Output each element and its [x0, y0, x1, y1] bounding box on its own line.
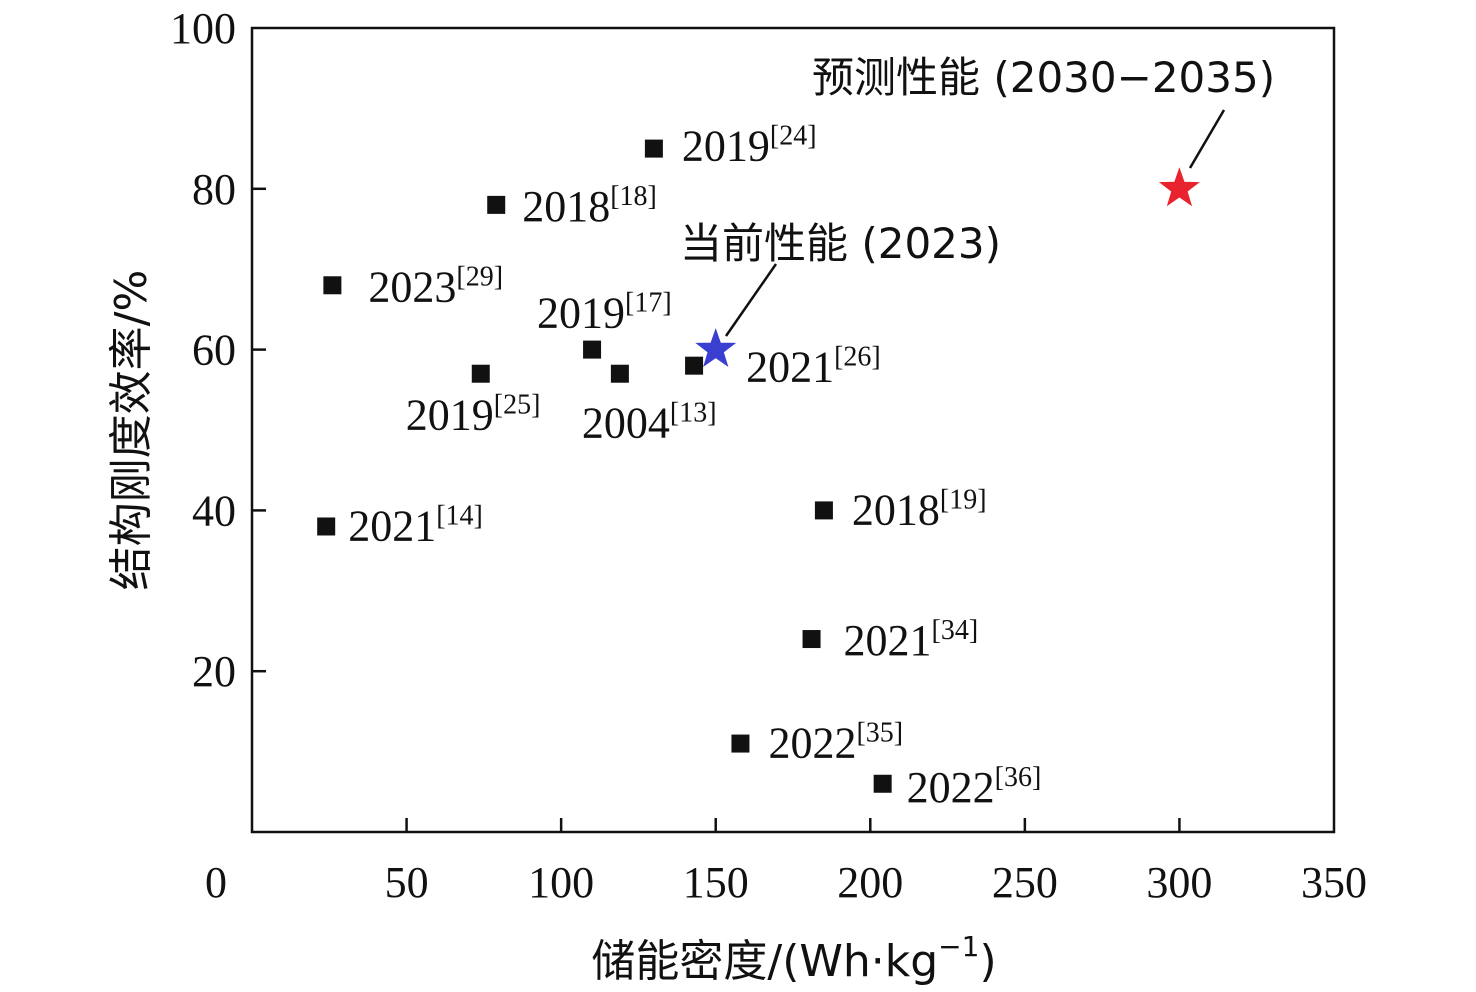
data-point-label: 2019[17] — [537, 288, 672, 338]
point-year: 2021 — [746, 343, 834, 392]
data-point-label: 2022[35] — [768, 718, 903, 768]
point-reference: [25] — [494, 390, 541, 421]
x-axis-label-end: ) — [979, 936, 996, 987]
y-tick-label: 40 — [192, 486, 236, 535]
point-year: 2018 — [522, 182, 610, 231]
point-year: 2018 — [852, 485, 940, 534]
highlight-star-marker — [695, 328, 737, 368]
y-tick-label: 20 — [192, 647, 236, 696]
x-axis-label: 储能密度/(Wh·kg−1) — [591, 930, 996, 987]
data-point-label: 2018[18] — [522, 181, 657, 231]
point-reference: [19] — [940, 484, 987, 515]
x-tick-label: 0 — [205, 858, 227, 907]
y-tick-label: 60 — [192, 326, 236, 375]
data-point — [471, 364, 490, 383]
point-year: 2022 — [768, 719, 856, 768]
point-reference: [17] — [625, 288, 672, 319]
data-point-label: 2018[19] — [852, 484, 987, 534]
data-point-label: 2021[34] — [844, 615, 979, 665]
y-tick-label: 80 — [192, 165, 236, 214]
x-axis-label-superscript: −1 — [938, 930, 979, 963]
point-reference: [24] — [770, 121, 817, 152]
point-reference: [14] — [436, 500, 483, 531]
data-point — [487, 195, 506, 214]
data-point — [317, 517, 336, 536]
data-point — [731, 734, 750, 753]
data-point — [873, 774, 892, 793]
point-reference: [36] — [995, 762, 1042, 793]
point-year: 2019 — [682, 122, 770, 171]
axes-layer: 0 50 100 150 200 250 300 350 20 40 60 80 100 — [170, 4, 1367, 907]
y-axis-label: 结构刚度效率/% — [106, 270, 157, 591]
y-tick-label: 100 — [170, 4, 236, 53]
x-tick-label: 150 — [683, 858, 749, 907]
annotation-leader-line — [1188, 109, 1226, 169]
point-year: 2004 — [582, 399, 670, 448]
x-tick-label: 200 — [837, 858, 903, 907]
data-point — [814, 501, 833, 520]
data-point — [583, 340, 602, 359]
points-layer: 2019[24]2018[18]2023[29]2019[17]2019[25]… — [317, 121, 1041, 812]
x-tick-label: 100 — [528, 858, 594, 907]
point-reference: [34] — [932, 615, 979, 646]
point-reference: [18] — [610, 181, 657, 212]
data-point-label: 2021[14] — [348, 500, 483, 550]
highlight-label: 预测性能 (2030−2035) — [812, 53, 1275, 102]
point-year: 2019 — [537, 289, 625, 338]
data-point-label: 2004[13] — [582, 398, 717, 448]
point-year: 2021 — [348, 501, 436, 550]
data-point — [685, 356, 704, 375]
point-year: 2022 — [907, 763, 995, 812]
point-reference: [26] — [834, 342, 881, 373]
data-point — [323, 276, 342, 295]
point-year: 2019 — [406, 391, 494, 440]
point-year: 2021 — [844, 616, 932, 665]
data-point-label: 2022[36] — [907, 762, 1042, 812]
highlight-label: 当前性能 (2023) — [680, 219, 1001, 268]
point-year: 2023 — [368, 262, 456, 311]
data-point-label: 2021[26] — [746, 342, 881, 392]
x-tick-label: 250 — [992, 858, 1058, 907]
x-tick-label: 300 — [1146, 858, 1212, 907]
x-tick-label: 50 — [385, 858, 429, 907]
data-point — [610, 364, 629, 383]
data-point — [802, 630, 821, 649]
annotation-leader-line — [724, 263, 778, 337]
data-point-label: 2023[29] — [368, 261, 503, 311]
point-reference: [29] — [456, 261, 503, 292]
data-point-label: 2019[24] — [682, 121, 817, 171]
plot-frame — [250, 26, 1336, 834]
data-point-label: 2019[25] — [406, 390, 541, 440]
point-reference: [35] — [856, 718, 903, 749]
x-axis-label-main: 储能密度/(Wh·kg — [591, 936, 938, 987]
data-point — [644, 139, 663, 158]
highlights-layer: 当前性能 (2023) 预测性能 (2030−2035) — [680, 53, 1275, 368]
point-reference: [13] — [670, 398, 717, 429]
x-tick-label: 350 — [1301, 858, 1367, 907]
highlight-star-marker — [1158, 167, 1200, 207]
